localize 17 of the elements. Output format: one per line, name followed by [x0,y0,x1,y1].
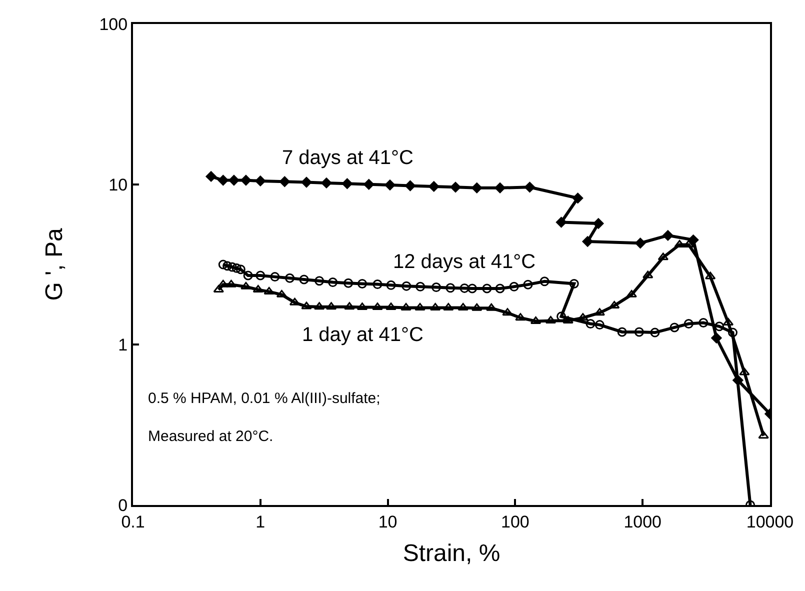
series-label: 1 day at 41°C [302,324,424,346]
y-tick-label: 0 [118,496,128,515]
annotation: 0.5 % HPAM, 0.01 % Al(III)-sulfate; [148,390,380,407]
y-axis-title: G ', Pa [40,228,68,301]
y-tick-label: 1 [118,336,128,355]
x-tick-label: 1 [256,512,266,532]
x-tick-label: 0.1 [121,512,145,532]
x-tick-label: 1000 [624,512,662,532]
x-tick-label: 10 [378,512,398,532]
x-tick-label: 10000 [746,512,794,532]
series-label: 7 days at 41°C [282,147,414,169]
x-tick-label: 100 [501,512,530,532]
y-tick-label: 100 [99,14,128,34]
annotation: Measured at 20°C. [148,428,274,445]
series-label: 12 days at 41°C [393,251,536,273]
x-axis-title: Strain, % [402,540,500,568]
y-tick-label: 10 [108,175,128,194]
